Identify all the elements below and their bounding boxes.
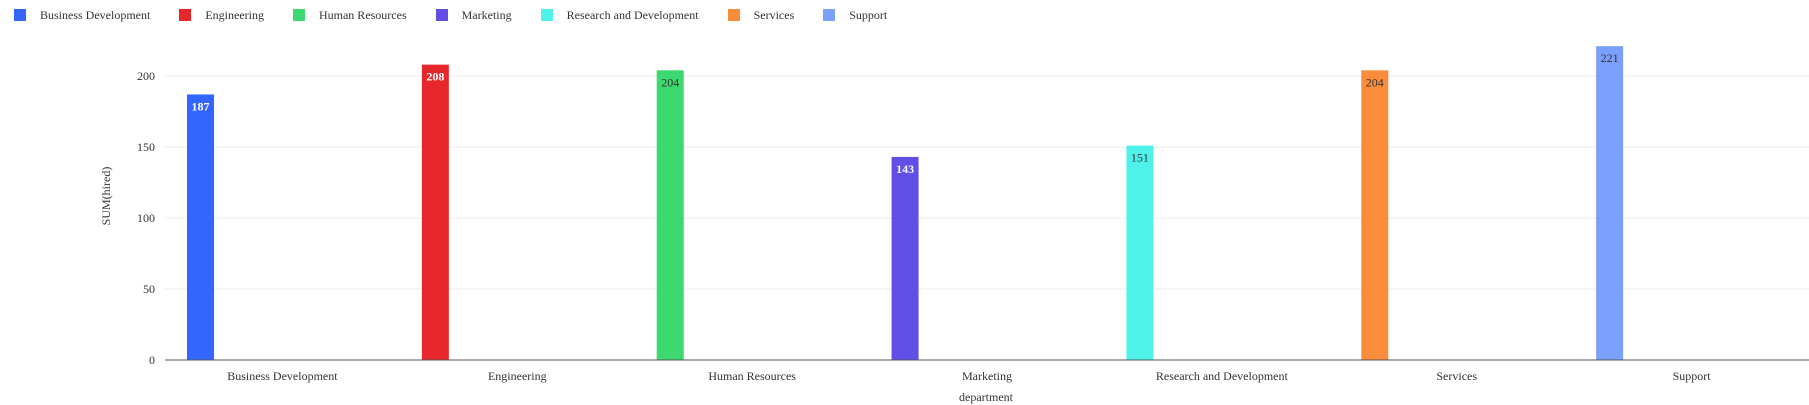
- legend-item-human-resources[interactable]: Human Resources: [292, 7, 407, 23]
- legend-item-support[interactable]: Support: [823, 8, 887, 23]
- y-tick-label: 0: [149, 353, 155, 367]
- x-tick-label: Engineering: [488, 369, 547, 383]
- x-axis-title: department: [959, 390, 1014, 404]
- legend-item-business-development[interactable]: Business Development: [14, 8, 150, 23]
- legend-label: Marketing: [461, 7, 512, 22]
- x-tick-label: Services: [1436, 369, 1477, 383]
- bar-support[interactable]: [1596, 46, 1624, 361]
- legend-swatch: [14, 9, 26, 21]
- bar-research-and-development[interactable]: [1126, 145, 1154, 360]
- x-tick-label: Human Resources: [708, 369, 796, 383]
- bar-business-development[interactable]: [187, 94, 214, 361]
- legend-swatch: [435, 9, 448, 21]
- legend-label: Support: [849, 7, 888, 22]
- legend-item-engineering[interactable]: Engineering: [179, 8, 264, 23]
- legend-swatch: [540, 9, 553, 21]
- gridlines: [165, 75, 1809, 290]
- data-label: 204: [661, 75, 679, 89]
- data-label: 187: [192, 99, 210, 113]
- x-tick-label: Support: [1673, 369, 1712, 383]
- bar-marketing[interactable]: [891, 156, 919, 360]
- legend-label: Engineering: [205, 7, 264, 22]
- bars: 187 208 204 143 151 204 221: [187, 46, 1624, 361]
- legend-item-research-and-development[interactable]: Research and Development: [540, 7, 699, 23]
- legend-label: Services: [753, 7, 795, 22]
- y-tick-label: 200: [137, 69, 155, 83]
- data-label: 221: [1601, 51, 1619, 65]
- y-tick-label: 50: [143, 282, 155, 296]
- y-tick-label: 150: [137, 140, 155, 154]
- bar-engineering[interactable]: [421, 64, 449, 360]
- y-tick-label: 100: [137, 211, 155, 225]
- x-tick-label: Research and Development: [1156, 369, 1289, 383]
- legend-label: Business Development: [40, 7, 151, 22]
- data-label: 204: [1366, 75, 1384, 89]
- chart-legend: Business Development Engineering Human Res…: [14, 6, 916, 24]
- data-label: 143: [896, 162, 914, 176]
- x-tick-label: Business Development: [227, 369, 338, 383]
- legend-item-marketing[interactable]: Marketing: [435, 7, 512, 23]
- x-tick-label: Marketing: [962, 369, 1012, 383]
- legend-swatch: [727, 9, 740, 21]
- legend-label: Human Resources: [318, 7, 407, 22]
- y-axis-title: SUM(hired): [99, 167, 113, 226]
- bar-human-resources[interactable]: [656, 70, 684, 360]
- data-label: 151: [1131, 151, 1149, 165]
- y-axis: 0 50 100 150 200: [137, 69, 155, 367]
- bar-services[interactable]: [1361, 70, 1389, 360]
- legend-label: Research and Development: [566, 7, 699, 22]
- x-axis: Business Development Engineering Human Res…: [165, 359, 1809, 383]
- legend-item-services[interactable]: Services: [727, 7, 795, 23]
- legend-swatch: [292, 9, 305, 21]
- legend-swatch: [179, 9, 192, 21]
- legend-swatch: [823, 9, 836, 21]
- data-label: 208: [426, 70, 444, 84]
